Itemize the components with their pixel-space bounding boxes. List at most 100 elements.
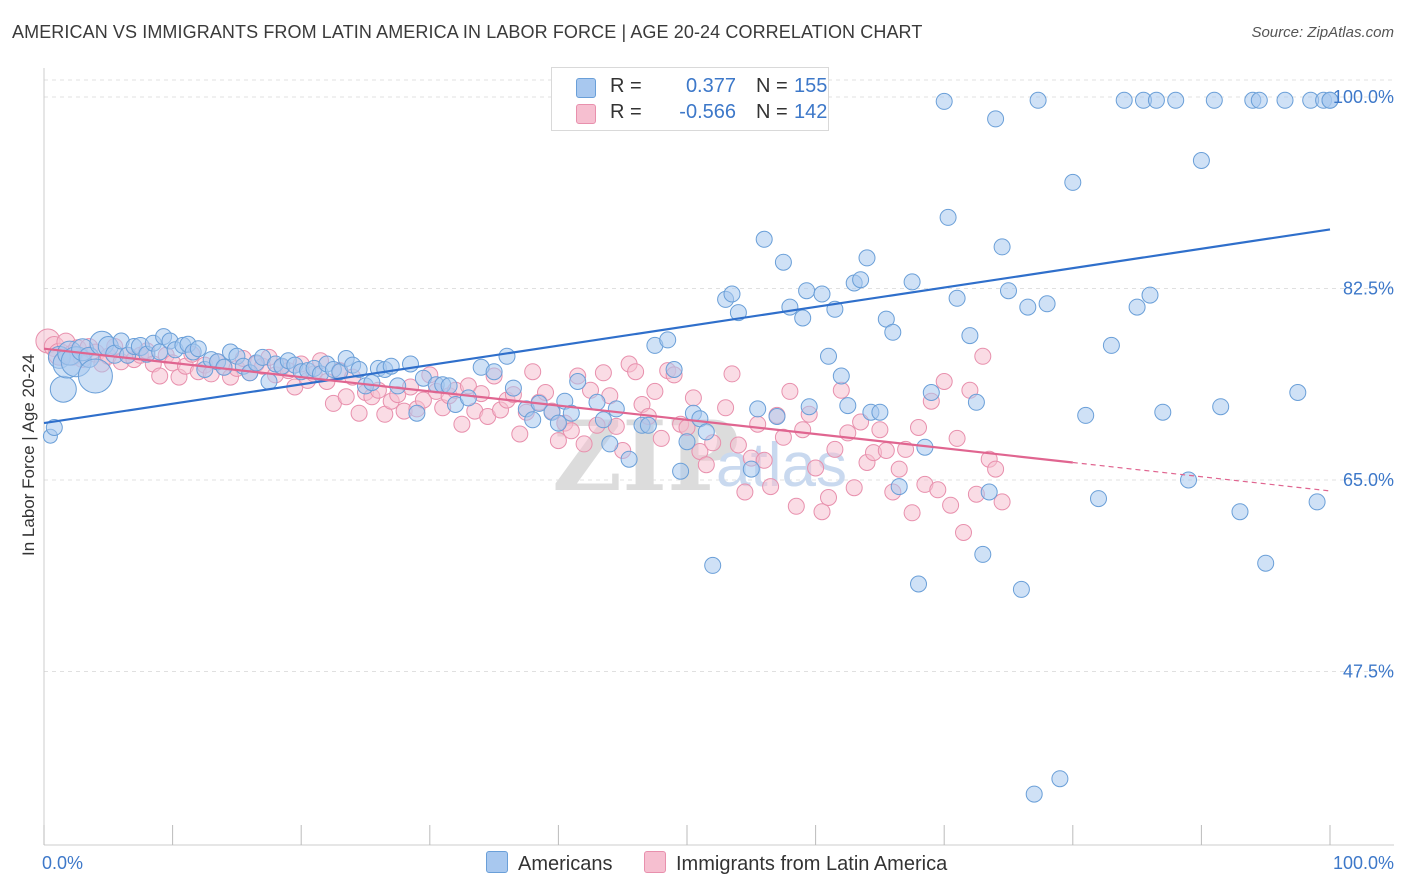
- americans-point: [742, 460, 760, 478]
- americans-point: [1019, 298, 1037, 316]
- y-tick-label: 100.0%: [1333, 87, 1394, 107]
- americans-point: [768, 408, 786, 425]
- americans-point: [704, 556, 722, 574]
- immigrants-point: [987, 460, 1005, 478]
- immigrants-point: [826, 440, 844, 458]
- trend-layer: [43, 228, 1331, 492]
- americans-point: [1147, 91, 1165, 109]
- americans-point: [659, 331, 677, 349]
- americans-point: [967, 393, 985, 411]
- immigrants-point: [562, 422, 580, 440]
- americans-point: [697, 423, 715, 441]
- americans-point: [798, 282, 816, 300]
- immigrants-point: [549, 432, 567, 450]
- points-layer: [35, 91, 1339, 803]
- americans-point: [749, 400, 767, 418]
- y-tick-label: 47.5%: [1343, 662, 1394, 682]
- americans-point: [601, 435, 619, 453]
- americans-point: [939, 208, 957, 226]
- americans-point: [504, 379, 522, 397]
- americans-point: [961, 327, 979, 345]
- americans-point: [948, 289, 966, 307]
- americans-point: [77, 358, 113, 394]
- immigrants-point: [877, 442, 895, 459]
- immigrants-point: [684, 389, 702, 407]
- americans-point: [922, 384, 940, 401]
- americans-point: [974, 545, 992, 563]
- americans-n-value: 155: [794, 75, 828, 97]
- immigrants-point: [511, 425, 529, 443]
- x-tick-label-max: 100.0%: [1333, 853, 1394, 873]
- immigrants-trend-line: [43, 347, 1073, 464]
- americans-point: [408, 404, 426, 422]
- correlation-legend: R = 0.377 N = 155 R = -0.566 N = 142: [551, 67, 829, 131]
- immigrants-point: [935, 373, 953, 390]
- americans-point: [549, 414, 567, 432]
- americans-point: [498, 347, 516, 365]
- americans-point: [1257, 554, 1275, 572]
- americans-point: [832, 367, 850, 385]
- americans-point: [1308, 493, 1326, 511]
- americans-point: [672, 462, 690, 480]
- immigrants-point: [151, 367, 169, 385]
- immigrants-point: [832, 381, 850, 399]
- immigrants-point: [910, 419, 927, 436]
- americans-point: [1276, 91, 1294, 109]
- immigrants-point: [993, 493, 1011, 511]
- chart-title: AMERICAN VS IMMIGRANTS FROM LATIN AMERIC…: [12, 22, 923, 42]
- americans-point: [723, 285, 741, 303]
- immigrants-point: [594, 364, 612, 382]
- immigrants-point: [652, 429, 670, 447]
- americans-point: [1128, 298, 1146, 316]
- americans-r-value: 0.377: [685, 75, 736, 97]
- immigrants-point: [781, 382, 799, 400]
- y-tick-label: 65.0%: [1343, 470, 1394, 490]
- americans-point: [800, 398, 818, 416]
- americans-point: [569, 373, 587, 390]
- americans-point: [884, 323, 902, 341]
- immigrants-n-value: 142: [794, 101, 828, 123]
- americans-point: [1012, 580, 1030, 598]
- immigrants-point: [929, 481, 947, 499]
- immigrants-point: [337, 388, 355, 406]
- americans-point: [993, 238, 1011, 256]
- americans-point: [49, 375, 77, 403]
- immigrants-point: [955, 524, 972, 541]
- immigrants-point: [717, 399, 735, 417]
- americans-point: [820, 347, 837, 365]
- immigrants-point: [845, 479, 863, 497]
- immigrants-point: [974, 347, 992, 365]
- n-label: N =: [756, 101, 788, 123]
- r-label: R =: [610, 101, 642, 123]
- americans-point: [524, 411, 542, 429]
- americans-point: [871, 403, 889, 421]
- americans-swatch: [576, 78, 596, 98]
- americans-point: [678, 433, 696, 451]
- immigrants-point: [736, 483, 754, 501]
- americans-point: [935, 92, 953, 110]
- americans-point: [363, 374, 381, 392]
- americans-point: [794, 309, 812, 327]
- americans-point: [980, 483, 998, 501]
- immigrants-point: [453, 415, 471, 433]
- americans-point: [485, 363, 503, 381]
- immigrants-point: [749, 415, 767, 433]
- americans-point: [1064, 173, 1082, 191]
- americans-trend-line: [43, 228, 1331, 425]
- source-label: Source: ZipAtlas.com: [1251, 24, 1394, 41]
- americans-point: [1115, 91, 1133, 109]
- americans-point: [189, 340, 207, 358]
- n-label: N =: [756, 75, 788, 97]
- americans-point: [45, 419, 63, 436]
- immigrants-point: [697, 456, 715, 474]
- americans-point: [260, 373, 278, 390]
- immigrants-point: [903, 504, 921, 522]
- immigrants-legend-label: Immigrants from Latin America: [676, 853, 948, 875]
- americans-point: [1192, 152, 1210, 169]
- immigrants-point: [729, 436, 747, 454]
- americans-point: [1029, 91, 1047, 109]
- immigrants-point: [942, 496, 960, 514]
- immigrants-legend-swatch: [644, 851, 666, 873]
- americans-point: [607, 400, 625, 418]
